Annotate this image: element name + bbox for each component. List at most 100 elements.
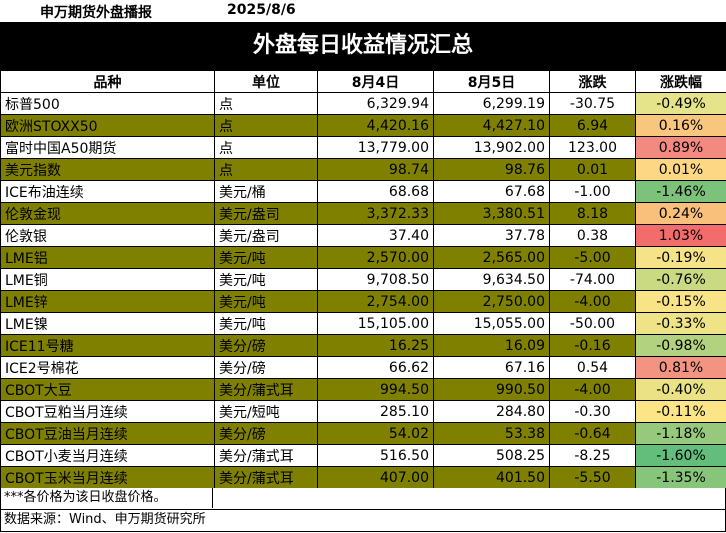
- cell-change: -0.30: [549, 400, 636, 423]
- cell-unit: 美元/短吨: [214, 400, 318, 423]
- cell-change-pct: -0.76%: [635, 268, 726, 291]
- cell-unit: 美分/蒲式耳: [214, 444, 318, 467]
- table-row: CBOT小麦当月连续 美分/蒲式耳 516.50 508.25 -8.25 -1.60%: [0, 444, 726, 467]
- page-title: 外盘每日收益情况汇总: [0, 22, 726, 70]
- cell-change-pct: -0.98%: [635, 334, 726, 357]
- table-row: CBOT豆粕当月连续 美元/短吨 285.10 284.80 -0.30 -0.11%: [0, 400, 726, 423]
- cell-change-pct: 1.03%: [635, 224, 726, 247]
- returns-table: 品种 单位 8月4日 8月5日 涨跌 涨跌幅 标普500 点 6,329.94 6,2…: [0, 70, 726, 489]
- cell-variety: 标普500: [0, 92, 215, 115]
- cell-aug5: 2,565.00: [433, 246, 550, 269]
- cell-aug5: 9,634.50: [433, 268, 550, 291]
- report-date: 2025/8/6: [227, 2, 296, 18]
- cell-aug4: 516.50: [317, 444, 434, 467]
- cell-aug4: 98.74: [317, 158, 434, 181]
- cell-aug5: 13,902.00: [433, 136, 550, 159]
- col-header-unit: 单位: [214, 70, 318, 93]
- cell-aug5: 67.16: [433, 356, 550, 379]
- cell-unit: 点: [214, 136, 318, 159]
- cell-change: -50.00: [549, 312, 636, 335]
- cell-change: -8.25: [549, 444, 636, 467]
- table-row: ICE布油连续 美元/桶 68.68 67.68 -1.00 -1.46%: [0, 180, 726, 203]
- cell-change: -1.00: [549, 180, 636, 203]
- col-header-aug5: 8月5日: [433, 70, 550, 93]
- cell-change-pct: -1.46%: [635, 180, 726, 203]
- cell-change: -0.64: [549, 422, 636, 445]
- cell-aug4: 13,779.00: [317, 136, 434, 159]
- cell-unit: 点: [214, 114, 318, 137]
- cell-change: -5.00: [549, 246, 636, 269]
- cell-aug4: 3,372.33: [317, 202, 434, 225]
- cell-aug4: 15,105.00: [317, 312, 434, 335]
- cell-variety: 欧洲STOXX50: [0, 114, 215, 137]
- org-label: 申万期货外盘播报: [40, 5, 152, 21]
- cell-variety: CBOT玉米当月连续: [0, 466, 215, 489]
- cell-unit: 美元/盎司: [214, 202, 318, 225]
- cell-variety: CBOT豆油当月连续: [0, 422, 215, 445]
- table-row: CBOT豆油当月连续 美分/磅 54.02 53.38 -0.64 -1.18%: [0, 422, 726, 445]
- cell-change-pct: -0.15%: [635, 290, 726, 313]
- col-header-aug4: 8月4日: [317, 70, 434, 93]
- table-row: ICE11号糖 美分/磅 16.25 16.09 -0.16 -0.98%: [0, 334, 726, 357]
- cell-change: -0.16: [549, 334, 636, 357]
- cell-aug4: 66.62: [317, 356, 434, 379]
- table-row: 美元指数点 98.74 98.76 0.01 0.01%: [0, 158, 726, 181]
- cell-aug4: 16.25: [317, 334, 434, 357]
- cell-variety: LME镍: [0, 312, 215, 335]
- table-row: LME铝 美元/吨 2,570.00 2,565.00 -5.00 -0.19%: [0, 246, 726, 269]
- cell-change-pct: -0.40%: [635, 378, 726, 401]
- cell-aug5: 16.09: [433, 334, 550, 357]
- cell-aug5: 508.25: [433, 444, 550, 467]
- cell-aug4: 68.68: [317, 180, 434, 203]
- table-row: 欧洲STOXX50 点 4,420.16 4,427.10 6.94 0.16%: [0, 114, 726, 137]
- cell-change: 0.54: [549, 356, 636, 379]
- cell-change: 123.00: [549, 136, 636, 159]
- cell-aug4: 2,754.00: [317, 290, 434, 313]
- footer-source-row: 数据来源：Wind、申万期货研究所: [0, 510, 726, 532]
- cell-change: -4.00: [549, 290, 636, 313]
- cell-unit: 美元/吨: [214, 312, 318, 335]
- cell-aug4: 6,329.94: [317, 92, 434, 115]
- cell-aug4: 54.02: [317, 422, 434, 445]
- cell-change-pct: -0.33%: [635, 312, 726, 335]
- cell-aug4: 4,420.16: [317, 114, 434, 137]
- cell-unit: 美分/磅: [214, 334, 318, 357]
- cell-aug4: 9,708.50: [317, 268, 434, 291]
- table-row: 标普500 点 6,329.94 6,299.19 -30.75 -0.49%: [0, 92, 726, 115]
- cell-variety: 伦敦金现: [0, 202, 215, 225]
- cell-variety: LME铝: [0, 246, 215, 269]
- cell-change: -30.75: [549, 92, 636, 115]
- cell-aug5: 15,055.00: [433, 312, 550, 335]
- cell-aug5: 401.50: [433, 466, 550, 489]
- cell-aug5: 98.76: [433, 158, 550, 181]
- col-header-variety: 品种: [0, 70, 215, 93]
- cell-change-pct: 0.16%: [635, 114, 726, 137]
- table-row: CBOT大豆 美分/蒲式耳 994.50 990.50 -4.00 -0.40%: [0, 378, 726, 401]
- cell-variety: ICE2号棉花: [0, 356, 215, 379]
- table-row: 伦敦金现 美元/盎司 3,372.33 3,380.51 8.18 0.24%: [0, 202, 726, 225]
- cell-change-pct: 0.01%: [635, 158, 726, 181]
- cell-aug4: 407.00: [317, 466, 434, 489]
- cell-unit: 点: [214, 92, 318, 115]
- cell-unit: 美元/盎司: [214, 224, 318, 247]
- cell-aug5: 2,750.00: [433, 290, 550, 313]
- table-row: LME铜 美元/吨 9,708.50 9,634.50 -74.00 -0.76%: [0, 268, 726, 291]
- cell-aug4: 994.50: [317, 378, 434, 401]
- cell-aug5: 3,380.51: [433, 202, 550, 225]
- cell-unit: 美分/蒲式耳: [214, 378, 318, 401]
- cell-change-pct: -1.35%: [635, 466, 726, 489]
- cell-aug5: 990.50: [433, 378, 550, 401]
- cell-unit: 美元/吨: [214, 290, 318, 313]
- cell-aug4: 285.10: [317, 400, 434, 423]
- cell-aug5: 4,427.10: [433, 114, 550, 137]
- cell-change: 8.18: [549, 202, 636, 225]
- cell-change-pct: -0.49%: [635, 92, 726, 115]
- cell-unit: 点: [214, 158, 318, 181]
- cell-unit: 美元/桶: [214, 180, 318, 203]
- cell-change-pct: -0.11%: [635, 400, 726, 423]
- data-source: 数据来源：Wind、申万期货研究所: [4, 512, 206, 527]
- cell-change: -74.00: [549, 268, 636, 291]
- table-row: LME镍 美元/吨 15,105.00 15,055.00 -50.00 -0.33%: [0, 312, 726, 335]
- cell-variety: ICE11号糖: [0, 334, 215, 357]
- cell-aug4: 37.40: [317, 224, 434, 247]
